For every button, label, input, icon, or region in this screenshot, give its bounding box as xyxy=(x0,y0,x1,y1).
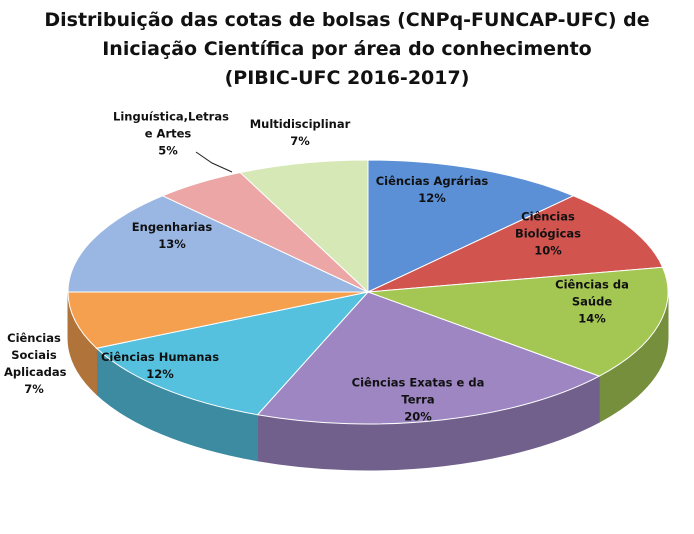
chart-title: Distribuição das cotas de bolsas (CNPq-F… xyxy=(44,9,650,60)
value-label: 7% xyxy=(24,382,44,396)
category-label: Ciências Exatas e da Terra xyxy=(351,375,485,407)
slice xyxy=(67,195,369,293)
slice xyxy=(367,195,664,293)
category-label: Multidisciplinar xyxy=(249,117,351,131)
value-label: 10% xyxy=(534,243,562,258)
data-label: Ciências Humanas 12% xyxy=(95,349,225,383)
data-label: Engenharias 13% xyxy=(112,219,232,253)
value-label: 12% xyxy=(418,191,446,205)
category-label: Linguística,Letras e Artes xyxy=(113,109,229,141)
category-label: Ciências Agrárias xyxy=(375,174,489,188)
data-label: Ciências Biológicas 10% xyxy=(488,209,608,260)
chart-subtitle: (PIBIC-UFC 2016-2017) xyxy=(224,67,470,89)
slice xyxy=(367,159,575,293)
data-label: Multidisciplinar 7% xyxy=(240,116,360,150)
slice xyxy=(95,291,370,416)
data-label: Ciências da Saúde 14% xyxy=(537,277,647,328)
value-label: 14% xyxy=(578,311,606,326)
data-label: Ciências Sociais Aplicadas 7% xyxy=(4,330,67,398)
leader-line xyxy=(195,151,233,173)
value-label: 5% xyxy=(158,143,178,158)
slice xyxy=(367,266,669,377)
value-label: 7% xyxy=(290,134,310,148)
category-label: Ciências Sociais Aplicadas xyxy=(4,331,67,379)
value-label: 12% xyxy=(146,367,174,381)
data-label: Linguística,Letras e Artes 5% xyxy=(113,109,229,160)
value-label: 20% xyxy=(404,409,432,424)
slice xyxy=(239,159,369,294)
category-label: Ciências Biológicas xyxy=(514,209,582,241)
category-label: Ciências da Saúde xyxy=(555,277,629,309)
data-label: Ciências Exatas e da Terra 20% xyxy=(343,375,493,426)
slice xyxy=(256,291,601,425)
category-label: Ciências Humanas xyxy=(100,350,220,364)
value-label: 13% xyxy=(158,237,186,251)
category-label: Engenharias xyxy=(131,220,213,234)
data-label: Ciências Agrárias 12% xyxy=(372,173,492,207)
slice xyxy=(67,291,369,349)
